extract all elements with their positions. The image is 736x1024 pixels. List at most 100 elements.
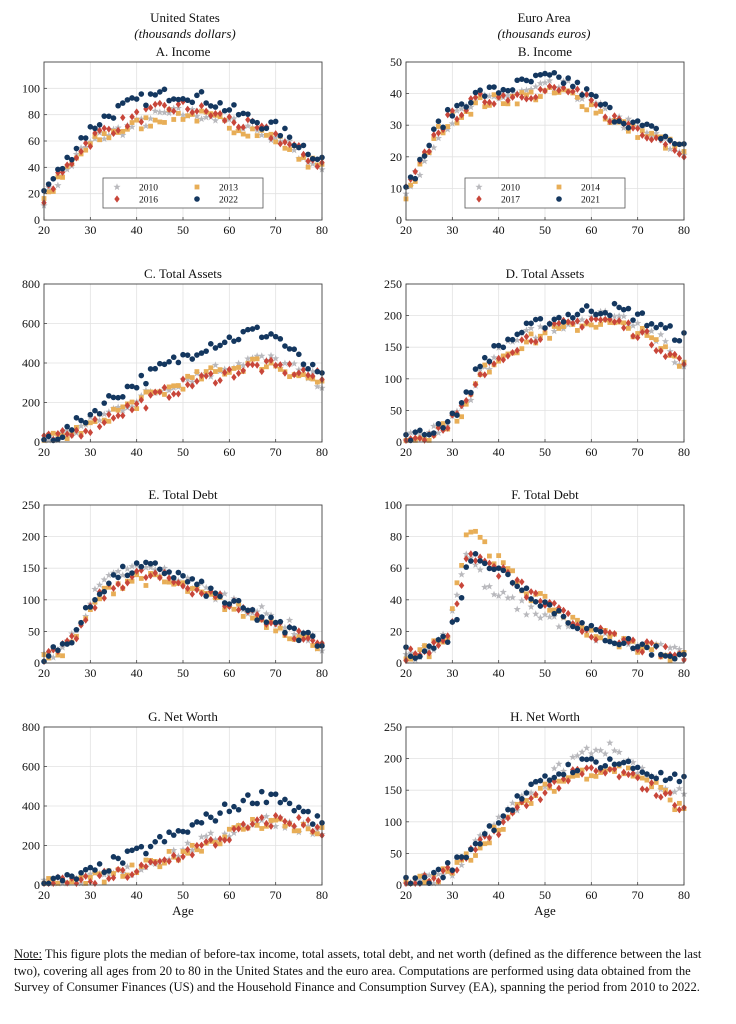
data-point <box>431 131 437 139</box>
data-point <box>570 620 576 628</box>
x-tick-label: 40 <box>131 888 143 902</box>
data-point <box>519 578 525 586</box>
data-point <box>197 833 206 841</box>
data-point <box>481 93 488 99</box>
data-point <box>440 124 446 131</box>
data-point <box>667 797 673 803</box>
data-point <box>616 317 622 325</box>
data-point <box>486 823 493 829</box>
data-point <box>231 373 237 381</box>
data-point <box>653 347 659 355</box>
data-point <box>240 614 246 619</box>
series-2022 <box>41 324 325 444</box>
data-point <box>161 838 168 845</box>
data-point <box>300 630 307 636</box>
data-point <box>268 791 274 798</box>
data-point <box>250 615 255 621</box>
data-point <box>180 351 186 358</box>
data-point <box>277 336 284 342</box>
data-point <box>235 111 242 118</box>
data-point <box>180 828 186 835</box>
data-point <box>555 760 563 768</box>
data-point <box>625 635 632 642</box>
data-point <box>124 572 131 579</box>
data-point <box>661 337 670 345</box>
y-tick-label: 200 <box>22 530 40 544</box>
legend-label: 2022 <box>219 196 238 206</box>
data-point <box>565 609 571 618</box>
data-point <box>514 346 520 354</box>
x-tick-label: 60 <box>585 223 597 237</box>
data-point <box>440 424 446 431</box>
data-point <box>444 106 451 113</box>
data-point <box>272 130 279 138</box>
data-point <box>445 111 451 119</box>
x-tick-label: 20 <box>400 223 412 237</box>
data-point <box>282 145 288 151</box>
data-point <box>87 124 94 130</box>
data-point <box>240 110 247 117</box>
panel-d: 20 30 40 50 60 70 80 0 50 100 150 200 250 D. Total As… <box>384 266 690 459</box>
data-point <box>440 874 446 881</box>
data-point <box>588 764 595 772</box>
data-point <box>644 333 650 338</box>
data-point <box>96 126 103 135</box>
data-point <box>309 821 316 827</box>
data-point <box>143 862 149 871</box>
data-point <box>468 846 474 853</box>
data-point <box>189 108 195 117</box>
legend-marker <box>113 183 121 191</box>
data-point <box>519 90 525 95</box>
data-point <box>115 394 121 401</box>
data-point <box>115 102 121 109</box>
data-point <box>412 175 419 182</box>
data-point <box>598 635 603 641</box>
data-point <box>133 845 140 852</box>
data-point <box>611 640 618 647</box>
data-point <box>505 87 511 94</box>
data-point <box>273 139 279 145</box>
data-point <box>430 143 438 151</box>
data-point <box>101 869 108 876</box>
x-tick-label: 50 <box>177 445 189 459</box>
data-point <box>231 102 237 108</box>
data-point <box>188 378 196 385</box>
data-point <box>652 129 660 137</box>
data-point <box>477 370 483 378</box>
data-point <box>221 801 228 808</box>
data-point <box>296 369 302 377</box>
data-point <box>95 581 104 589</box>
data-point <box>662 352 669 361</box>
data-point <box>281 623 289 631</box>
data-point <box>235 806 242 813</box>
data-point <box>518 792 526 799</box>
data-point <box>445 868 451 874</box>
data-point <box>217 367 223 373</box>
data-point <box>676 141 683 148</box>
data-point <box>672 807 678 813</box>
data-point <box>208 112 214 120</box>
data-point <box>272 811 279 820</box>
data-point <box>189 576 196 582</box>
data-point <box>268 614 274 621</box>
data-point <box>197 115 206 123</box>
data-point <box>184 584 191 592</box>
data-point <box>421 153 428 159</box>
data-point <box>421 648 428 654</box>
data-point <box>565 620 571 626</box>
data-point <box>653 324 659 331</box>
data-point <box>490 821 498 828</box>
data-point <box>212 345 219 351</box>
data-point <box>458 101 465 107</box>
x-tick-label: 30 <box>446 888 458 902</box>
data-point <box>542 773 548 779</box>
data-point <box>240 605 247 611</box>
data-point <box>579 92 585 98</box>
data-point <box>300 635 307 643</box>
data-point <box>639 641 646 647</box>
data-point <box>231 803 237 810</box>
data-point <box>290 630 298 638</box>
data-point <box>676 337 683 344</box>
data-point <box>226 365 233 374</box>
data-point <box>528 337 534 345</box>
